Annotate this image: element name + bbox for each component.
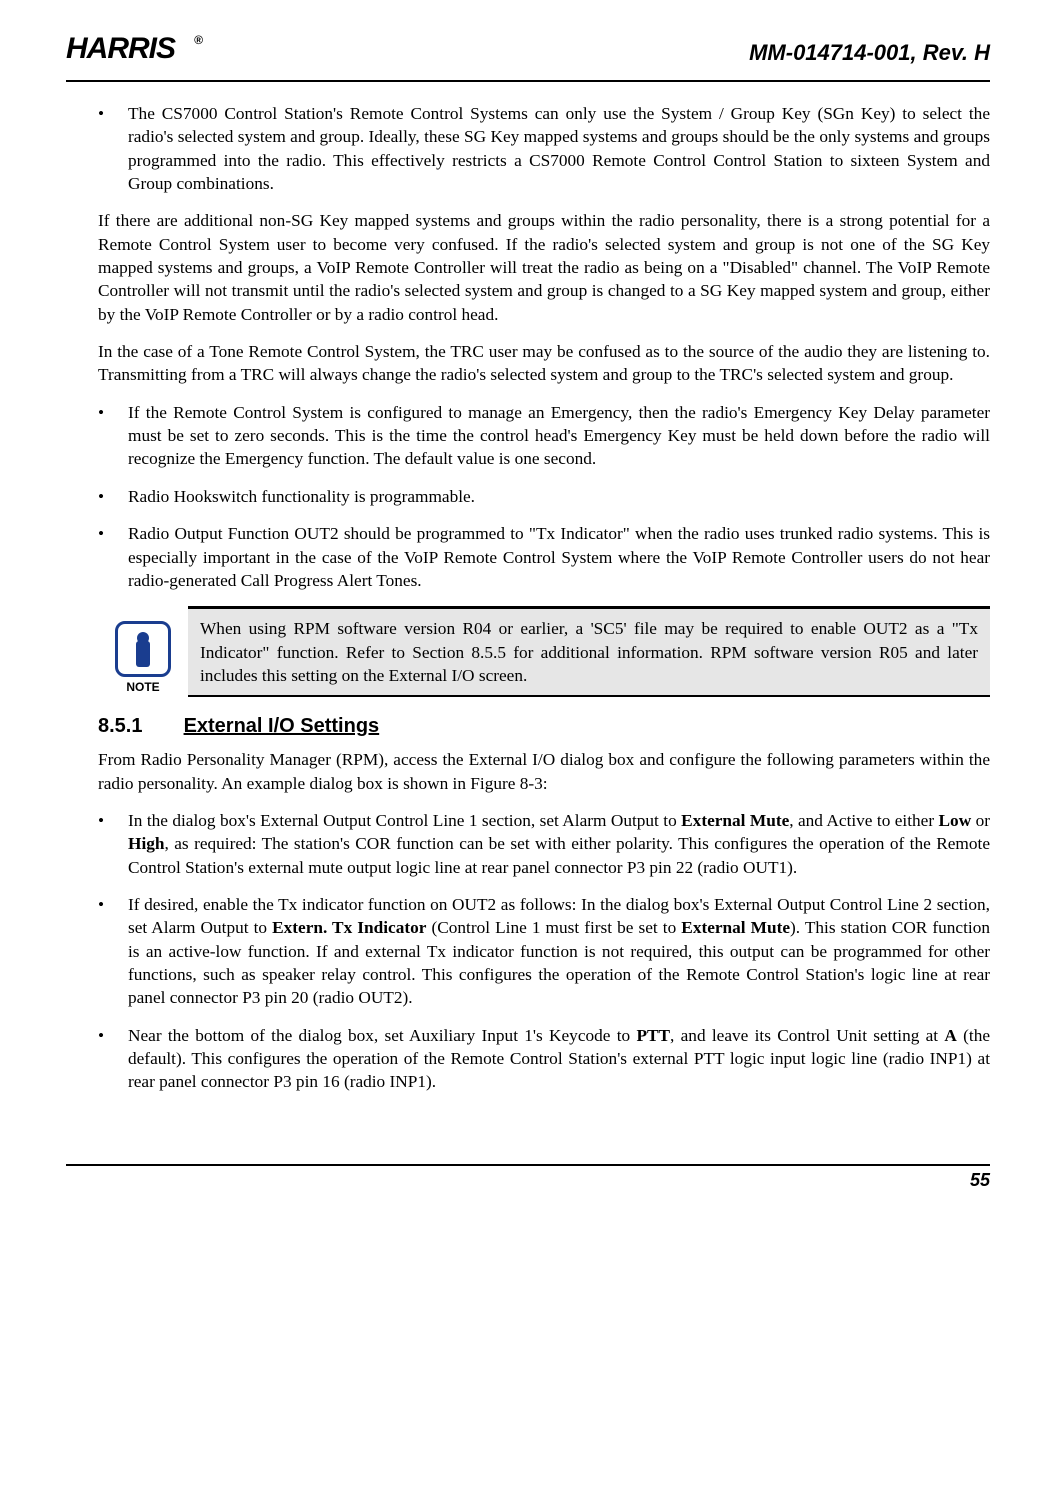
bullet-text: In the dialog box's External Output Cont… (128, 809, 990, 879)
text-fragment: (Control Line 1 must first be set to (426, 918, 681, 937)
info-icon (115, 621, 171, 677)
text-fragment: , as required: The station's COR functio… (128, 834, 990, 876)
bullet-text: Near the bottom of the dialog box, set A… (128, 1024, 990, 1094)
note-text: When using RPM software version R04 or e… (188, 606, 990, 697)
paragraph: From Radio Personality Manager (RPM), ac… (98, 748, 990, 795)
page-number: 55 (970, 1170, 990, 1190)
paragraph: In the case of a Tone Remote Control Sys… (98, 340, 990, 387)
list-item: • Radio Output Function OUT2 should be p… (98, 522, 990, 592)
paragraph: If there are additional non-SG Key mappe… (98, 209, 990, 326)
svg-text:®: ® (194, 33, 203, 47)
list-item: • In the dialog box's External Output Co… (98, 809, 990, 879)
note-label: NOTE (126, 680, 159, 694)
bold-text: External Mute (681, 918, 790, 937)
list-item: • If the Remote Control System is config… (98, 401, 990, 471)
section-heading: 8.5.1 External I/O Settings (98, 715, 990, 738)
list-item: • If desired, enable the Tx indicator fu… (98, 893, 990, 1010)
bullet-text: Radio Hookswitch functionality is progra… (128, 485, 990, 508)
bullet-text: Radio Output Function OUT2 should be pro… (128, 522, 990, 592)
bullet-text: If desired, enable the Tx indicator func… (128, 893, 990, 1010)
bold-text: External Mute (681, 811, 789, 830)
svg-text:HARRIS: HARRIS (66, 32, 176, 65)
page-header: HARRIS ® MM-014714-001, Rev. H (66, 30, 990, 82)
harris-logo-svg: HARRIS ® (66, 30, 216, 68)
note-callout: NOTE When using RPM software version R04… (98, 606, 990, 697)
bullet-icon: • (98, 522, 128, 592)
page-footer: 55 (66, 1164, 990, 1191)
section-number: 8.5.1 (98, 715, 178, 738)
bold-text: Extern. Tx Indicator (272, 918, 426, 937)
text-fragment: In the dialog box's External Output Cont… (128, 811, 681, 830)
note-icon-column: NOTE (98, 606, 188, 697)
bullet-icon: • (98, 485, 128, 508)
list-item: • Near the bottom of the dialog box, set… (98, 1024, 990, 1094)
section-title: External I/O Settings (184, 715, 380, 737)
bullet-icon: • (98, 809, 128, 879)
bold-text: Low (939, 811, 972, 830)
bullet-icon: • (98, 401, 128, 471)
text-fragment: , and Active to either (789, 811, 938, 830)
bold-text: PTT (636, 1026, 670, 1045)
bullet-list-top: • The CS7000 Control Station's Remote Co… (98, 102, 990, 195)
list-item: • Radio Hookswitch functionality is prog… (98, 485, 990, 508)
info-icon-body (136, 641, 150, 667)
bullet-list-middle: • If the Remote Control System is config… (98, 401, 990, 592)
list-item: • The CS7000 Control Station's Remote Co… (98, 102, 990, 195)
text-fragment: Near the bottom of the dialog box, set A… (128, 1026, 636, 1045)
logo: HARRIS ® (66, 30, 216, 76)
bullet-icon: • (98, 1024, 128, 1094)
bullet-list-bottom: • In the dialog box's External Output Co… (98, 809, 990, 1094)
bullet-icon: • (98, 893, 128, 1010)
text-fragment: , and leave its Control Unit setting at (670, 1026, 944, 1045)
text-fragment: or (971, 811, 990, 830)
bullet-icon: • (98, 102, 128, 195)
document-id: MM-014714-001, Rev. H (749, 40, 990, 66)
bold-text: A (944, 1026, 956, 1045)
bold-text: High (128, 834, 165, 853)
bullet-text: If the Remote Control System is configur… (128, 401, 990, 471)
bullet-text: The CS7000 Control Station's Remote Cont… (128, 102, 990, 195)
